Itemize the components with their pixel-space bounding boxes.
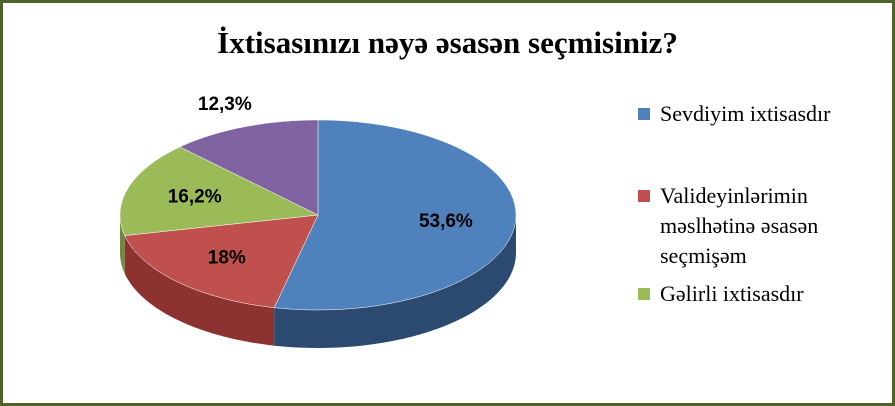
legend-swatch: [638, 288, 650, 300]
legend-swatch: [638, 108, 650, 120]
legend-label: Valideyinlərimin məslhətinə əsasən seçmi…: [660, 183, 819, 268]
slice: [179, 119, 319, 216]
slice-side: [124, 235, 275, 346]
pie: 53,6% 18% 16,2% 12,3%: [119, 94, 517, 348]
data-label: 16,2%: [168, 186, 222, 207]
legend-entry: Valideyinlərimin məslhətinə əsasən seçmi…: [636, 181, 876, 271]
slice: [273, 119, 517, 311]
legend-entry: Gəlirli ixtisasdır: [636, 279, 876, 309]
chart-title: İxtisasınızı nəyə əsasən seçmisiniz?: [217, 25, 678, 60]
legend-label: Gəlirli ixtisasdır: [660, 281, 804, 306]
slice: [119, 146, 319, 236]
data-label: 53,6%: [419, 211, 473, 232]
data-label: 18%: [208, 248, 246, 269]
legend-entry: Sevdiyim ixtisasdır: [636, 99, 876, 129]
legend-swatch: [638, 190, 650, 202]
slice: [124, 214, 319, 308]
slice-side: [120, 215, 125, 274]
legend: Sevdiyim ixtisasdır Valideyinlərimin məsl…: [636, 99, 876, 309]
legend-label: Sevdiyim ixtisasdır: [660, 101, 831, 126]
data-label: 12,3%: [198, 94, 252, 115]
slice-side: [274, 215, 516, 348]
